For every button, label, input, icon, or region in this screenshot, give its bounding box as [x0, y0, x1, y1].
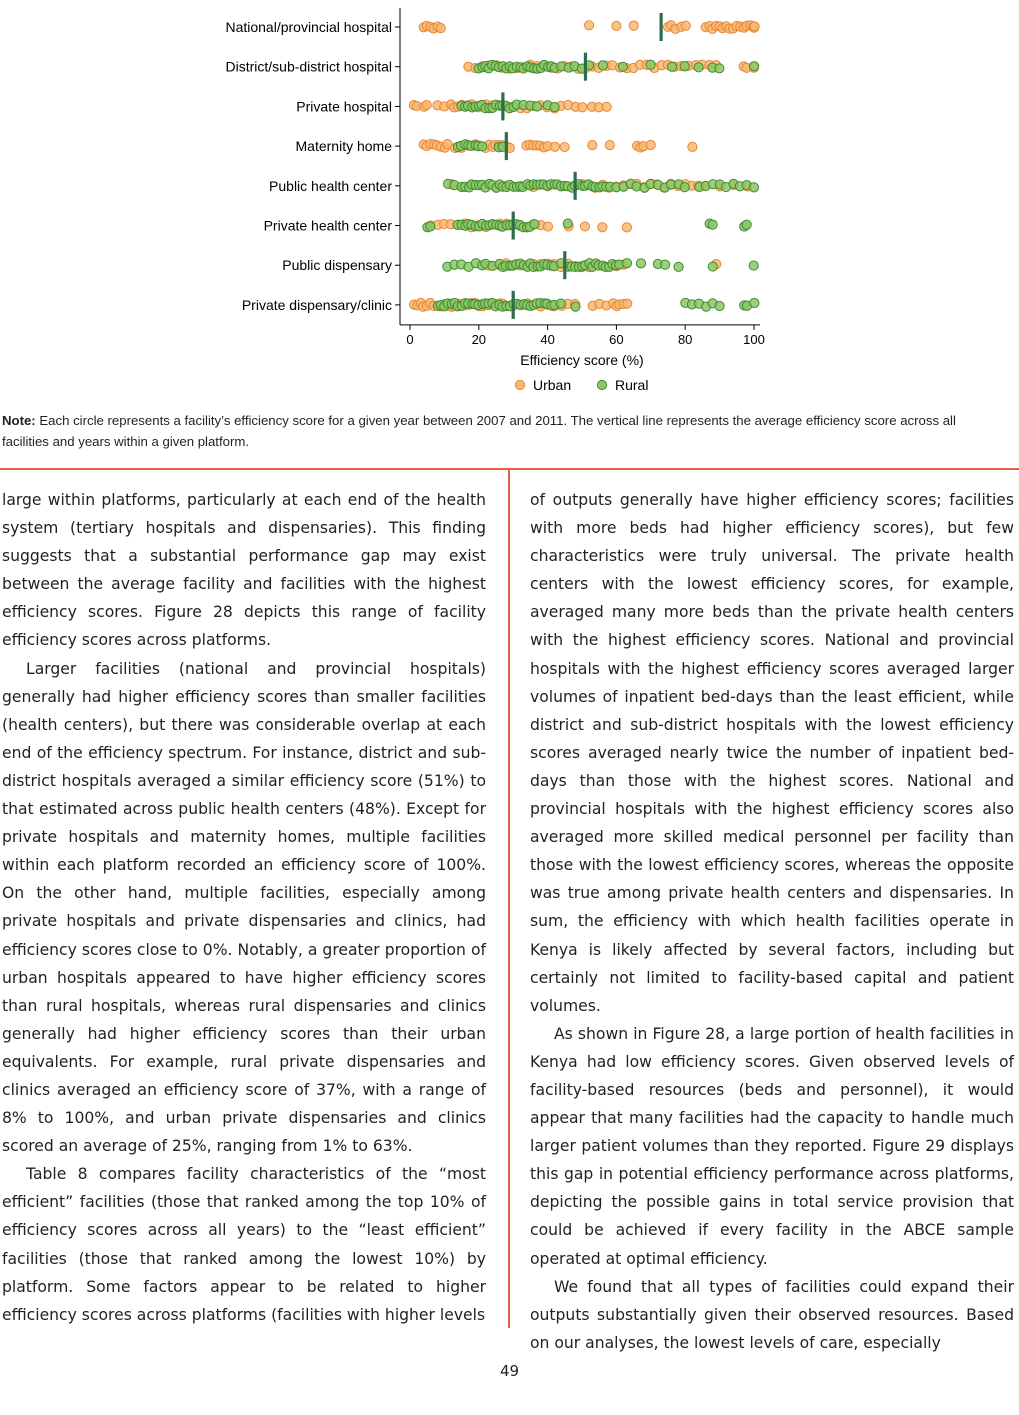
rural-point	[714, 63, 725, 74]
legend-label: Rural	[615, 377, 648, 393]
urban-point	[621, 222, 632, 233]
x-tick-label: 20	[472, 332, 486, 347]
paragraph: of outputs generally have higher efficie…	[530, 491, 1014, 1015]
rural-point	[529, 219, 540, 230]
urban-point	[577, 102, 588, 113]
rural-point	[748, 260, 759, 271]
rural-point	[635, 258, 647, 269]
urban-point	[597, 222, 608, 233]
rural-point	[749, 297, 760, 309]
page-number: 49	[499, 1362, 520, 1380]
rural-point	[707, 261, 718, 272]
urban-point	[645, 139, 656, 151]
rural-point	[741, 219, 752, 230]
urban-point	[611, 20, 622, 32]
chart-category-labels: National/provincial hospital District/sub…	[225, 19, 392, 313]
rural-point	[679, 182, 690, 193]
rural-point	[749, 61, 760, 72]
urban-point	[559, 141, 570, 153]
category-label: Private health center	[264, 218, 393, 234]
urban-point	[583, 20, 595, 31]
average-line	[573, 171, 577, 200]
note-text: Each circle represents a facility’s effi…	[2, 413, 956, 449]
note-label: Note:	[2, 413, 36, 428]
category-label: Private dispensary/clinic	[242, 297, 392, 313]
urban-point	[579, 221, 591, 232]
rural-point	[645, 59, 656, 70]
paragraph: As shown in Figure 28, a large portion o…	[530, 1024, 1014, 1268]
urban-point	[587, 140, 598, 151]
category-label: Private hospital	[296, 98, 392, 114]
category-label: Public dispensary	[282, 257, 392, 273]
urban-point	[421, 99, 432, 111]
rural-point	[549, 101, 560, 113]
x-tick-label: 40	[540, 332, 554, 347]
average-line	[511, 211, 515, 240]
column-divider	[508, 470, 510, 1328]
body-column-right: of outputs generally have higher efficie…	[530, 486, 1014, 1357]
chart-legend: Urban Rural	[514, 377, 648, 393]
rural-point	[597, 60, 608, 71]
urban-point	[435, 23, 446, 34]
urban-point	[687, 141, 698, 152]
chart-mean-lines	[501, 13, 663, 319]
chart-points	[408, 20, 760, 312]
rural-point	[562, 218, 573, 229]
average-line	[563, 251, 567, 280]
body-column-left: large within platforms, particularly at …	[2, 486, 486, 1329]
rural-point	[673, 261, 684, 272]
category-label: District/sub-district hospital	[226, 59, 393, 75]
paragraph: We found that all types of facilities co…	[530, 1277, 1014, 1352]
paragraph: large within platforms, particularly at …	[2, 491, 486, 650]
urban-point	[628, 20, 639, 31]
rural-point	[748, 182, 760, 193]
paragraph: Larger facilities (national and provinci…	[2, 659, 486, 1156]
efficiency-strip-chart: National/provincial hospital District/sub…	[225, 8, 765, 393]
chart-x-ticks: 0 20 40 60 80 100	[406, 324, 765, 347]
urban-point	[549, 141, 561, 152]
paragraph: Table 8 compares facility characteristic…	[2, 1165, 486, 1324]
section-divider	[0, 468, 1019, 470]
rural-point	[617, 61, 629, 72]
average-line	[511, 290, 515, 319]
rural-point	[660, 259, 671, 270]
rural-point	[693, 62, 704, 73]
rural-point	[679, 61, 690, 72]
rural-point	[555, 298, 567, 309]
average-line	[583, 52, 588, 81]
figure-note: Note: Each circle represents a facility’…	[2, 410, 1002, 452]
category-label: National/provincial hospital	[225, 19, 392, 35]
average-line	[501, 92, 505, 121]
rural-point	[477, 141, 488, 152]
category-label: Maternity home	[296, 138, 393, 154]
rural-point	[666, 61, 678, 72]
average-line	[659, 13, 663, 41]
rural-point	[714, 300, 725, 312]
urban-point	[680, 20, 691, 31]
legend-swatch	[596, 379, 608, 391]
chart-axes	[395, 8, 760, 326]
category-label: Public health center	[269, 178, 392, 194]
urban-point	[601, 101, 612, 112]
urban-point	[542, 221, 554, 232]
x-tick-label: 60	[609, 332, 623, 347]
x-axis-label: Efficiency score (%)	[520, 352, 643, 368]
urban-point	[604, 140, 615, 151]
rural-point	[707, 219, 718, 230]
rural-point	[425, 221, 436, 232]
legend-swatch	[514, 379, 526, 391]
x-tick-label: 0	[406, 332, 413, 347]
rural-point	[621, 258, 633, 269]
urban-point	[622, 298, 633, 309]
x-tick-label: 80	[678, 332, 692, 347]
legend-label: Urban	[533, 377, 571, 393]
x-tick-label: 100	[743, 332, 765, 347]
rural-point	[570, 301, 581, 312]
urban-point	[749, 21, 760, 32]
rural-point	[531, 101, 543, 112]
average-line	[504, 132, 508, 161]
